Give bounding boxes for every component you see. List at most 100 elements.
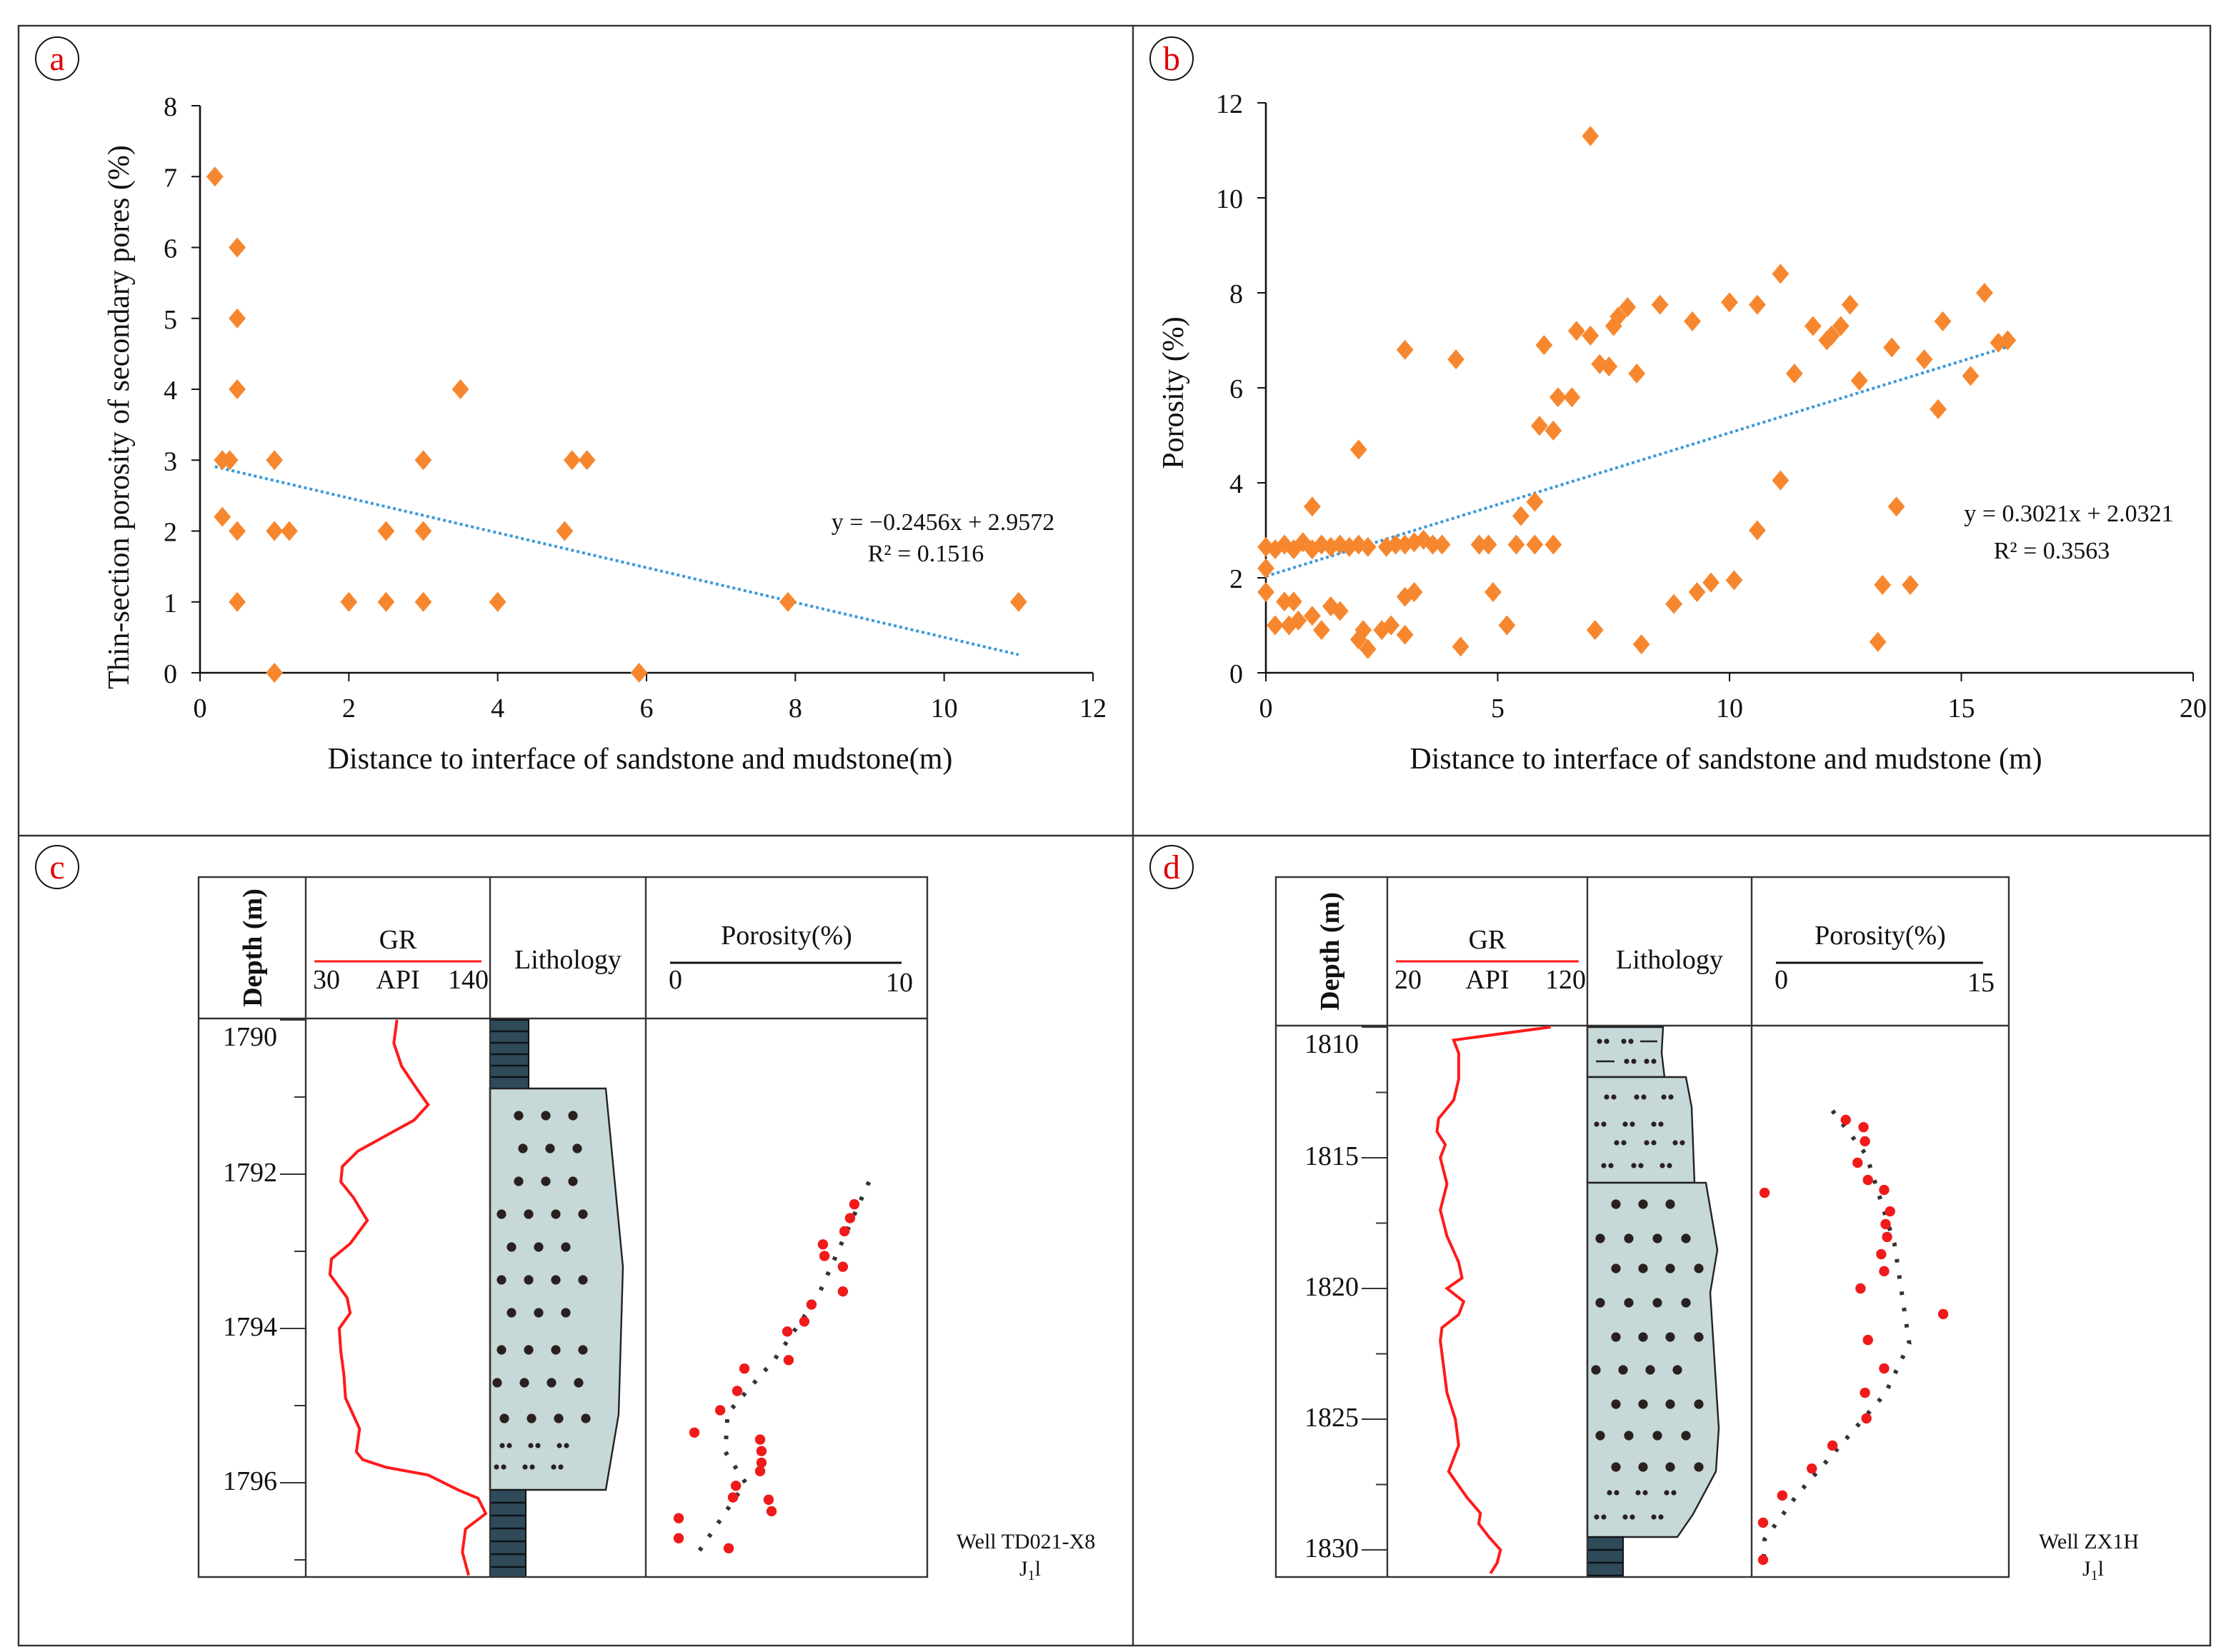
- data-point: [377, 521, 395, 541]
- data-point: [1396, 624, 1414, 645]
- porosity-point: [689, 1427, 700, 1438]
- data-point: [281, 521, 298, 541]
- y-tick-label: 8: [164, 92, 177, 122]
- porosity-point: [1880, 1218, 1891, 1230]
- sand-grain-dot: [1638, 1332, 1648, 1342]
- y-tick-label: 4: [1229, 469, 1243, 499]
- data-point: [1887, 496, 1905, 517]
- data-point: [1841, 294, 1859, 315]
- data-point: [1749, 294, 1766, 315]
- y-tick-label: 10: [1216, 184, 1243, 214]
- porosity-point: [783, 1355, 794, 1366]
- data-point: [578, 450, 596, 471]
- sand-grain-dot: [526, 1413, 536, 1423]
- data-point: [563, 450, 581, 471]
- silt-dot: [1597, 1038, 1602, 1044]
- depth-header: Depth (m): [238, 888, 268, 1007]
- sand-grain-dot: [551, 1275, 561, 1285]
- sand-grain-dot: [524, 1345, 534, 1355]
- sand-grain-dot: [578, 1275, 588, 1285]
- porosity-point: [1879, 1363, 1890, 1374]
- silt-dot: [564, 1443, 569, 1448]
- data-point: [1544, 420, 1562, 441]
- sand-grain-dot: [1611, 1199, 1621, 1209]
- porosity-point: [1879, 1266, 1890, 1277]
- sand-grain-dot: [1694, 1462, 1704, 1472]
- lithology-header: Lithology: [1616, 945, 1723, 975]
- data-point: [1990, 332, 2007, 353]
- data-point: [1396, 586, 1414, 607]
- silt-dot: [558, 1464, 564, 1470]
- x-tick-label: 6: [640, 694, 654, 724]
- data-point: [1549, 387, 1567, 408]
- sandstone-layer: [489, 1087, 624, 1491]
- data-point: [1725, 570, 1743, 591]
- silt-dot: [551, 1464, 557, 1470]
- depth-tick-label: 1790: [223, 1022, 277, 1052]
- silt-dot: [1644, 1140, 1649, 1146]
- data-point: [414, 450, 432, 471]
- porosity-trend: [697, 1181, 872, 1553]
- gr-scale-min: 20: [1394, 965, 1422, 995]
- silt-dot: [1671, 1490, 1677, 1496]
- y-tick-label: 4: [164, 376, 177, 406]
- data-point: [1267, 615, 1284, 636]
- log-frame: [197, 876, 929, 1578]
- r-squared-b: R² = 0.3563: [1994, 538, 2110, 564]
- data-point: [266, 450, 284, 471]
- porosity-point: [1759, 1187, 1770, 1198]
- porosity-point: [1876, 1248, 1887, 1260]
- data-point: [340, 591, 358, 612]
- porosity-point: [1757, 1517, 1769, 1528]
- log-frame: [1274, 876, 2010, 1578]
- data-point: [1285, 591, 1302, 612]
- data-point: [1563, 387, 1581, 408]
- sand-grain-dot: [561, 1242, 571, 1252]
- well-name: Well ZX1H: [2039, 1530, 2139, 1553]
- trendline: [214, 465, 1019, 656]
- porosity-point: [1860, 1136, 1870, 1147]
- silt-dot: [1607, 1490, 1612, 1496]
- porosity-point: [799, 1316, 810, 1327]
- sand-grain-dot: [551, 1345, 561, 1355]
- x-tick-label: 8: [789, 694, 802, 724]
- sand-grain-dot: [551, 1209, 561, 1219]
- sand-grain-dot: [578, 1209, 588, 1219]
- trendline: [1265, 345, 2008, 578]
- data-point: [1405, 581, 1423, 602]
- gr-scale-unit: API: [376, 965, 419, 995]
- porosity-point: [754, 1434, 766, 1445]
- depth-header: Depth (m): [1315, 892, 1345, 1011]
- sand-grain-dot: [1694, 1399, 1704, 1409]
- porosity-point: [754, 1466, 766, 1476]
- data-point: [1632, 634, 1650, 655]
- sand-grain-dot: [1672, 1365, 1682, 1375]
- silt-dot: [522, 1464, 528, 1470]
- sand-grain-dot: [1595, 1431, 1605, 1441]
- porosity-point: [714, 1405, 726, 1416]
- data-point: [1883, 337, 1901, 358]
- data-point: [1869, 631, 1887, 652]
- y-tick-label: 7: [164, 163, 177, 193]
- silt-dot: [1644, 1058, 1649, 1064]
- data-point: [1322, 536, 1339, 557]
- sand-grain-dot: [506, 1242, 516, 1252]
- data-point: [630, 663, 648, 683]
- sand-grain-dot: [492, 1378, 502, 1388]
- porosity-header: Porosity(%): [1815, 921, 1946, 951]
- data-point: [1331, 601, 1349, 621]
- data-point: [1628, 364, 1646, 384]
- depth-tick-label: 1825: [1304, 1403, 1359, 1433]
- silt-dot: [1601, 1514, 1607, 1520]
- silt-dot: [1680, 1140, 1685, 1146]
- sand-grain-dot: [561, 1308, 571, 1318]
- porosity-point: [844, 1213, 856, 1223]
- porosity-point: [1882, 1231, 1892, 1243]
- data-point: [1387, 534, 1404, 555]
- sand-grain-dot: [545, 1143, 555, 1153]
- x-axis-label-a: Distance to interface of sandstone and m…: [328, 743, 953, 776]
- scatter-panel-b: 0 5 10 15 20 0 2 4 6 8 10 12: [1216, 89, 2207, 724]
- gr-header: GR: [379, 925, 417, 955]
- y-tick-label: 0: [1229, 659, 1243, 689]
